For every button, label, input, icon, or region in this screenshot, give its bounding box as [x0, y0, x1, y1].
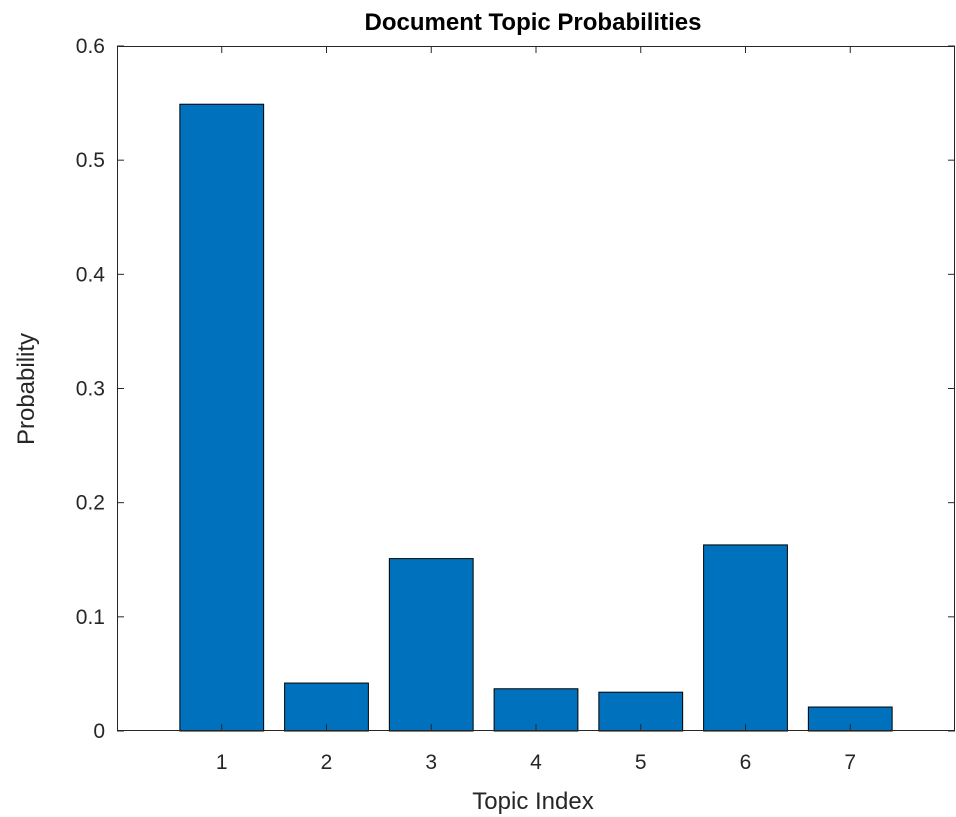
x-tick-label: 5	[635, 751, 647, 774]
axes-box	[117, 46, 955, 731]
plot-area: 0 0.1 0.2 0.3 0.4 0.5 0.6 1 2 3 4 5 6 7	[76, 35, 955, 774]
y-tick-label: 0.1	[76, 606, 105, 629]
y-tick-label: 0.3	[76, 378, 105, 401]
bar-topic-2	[284, 682, 369, 732]
x-tick-label: 1	[216, 751, 228, 774]
y-tick-label: 0	[93, 720, 105, 743]
bar-topic-4	[493, 688, 579, 732]
x-tick-label: 4	[530, 751, 542, 774]
chart-title: Document Topic Probabilities	[365, 9, 702, 36]
y-axis-label: Probability	[13, 333, 40, 445]
y-tick-label: 0.4	[76, 263, 106, 286]
x-axis-ticks: 1 2 3 4 5 6 7	[216, 46, 856, 774]
bar-topic-3	[388, 558, 474, 732]
x-tick-label: 3	[425, 751, 437, 774]
bar-topic-1	[179, 103, 265, 732]
x-axis-label: Topic Index	[472, 788, 593, 815]
y-tick-label: 0.6	[76, 35, 105, 58]
bar-topic-6	[703, 544, 788, 732]
y-tick-label: 0.5	[76, 149, 105, 172]
x-tick-label: 7	[844, 751, 856, 774]
x-tick-label: 6	[740, 751, 752, 774]
y-tick-label: 0.2	[76, 492, 105, 515]
bars	[179, 103, 893, 732]
x-tick-label: 2	[321, 751, 333, 774]
